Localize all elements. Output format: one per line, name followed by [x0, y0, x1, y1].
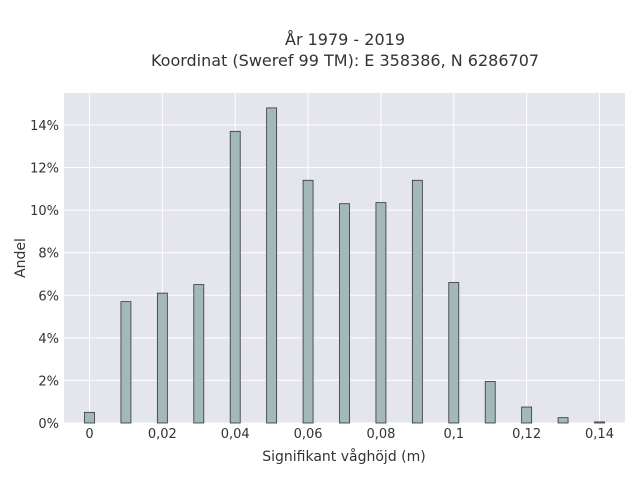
- y-tick-label-5: 10%: [30, 204, 59, 219]
- y-axis-label: Andel: [13, 238, 29, 278]
- x-axis-label: Signifikant våghöjd (m): [262, 448, 425, 465]
- x-tick-label-7: 0,14: [585, 427, 614, 442]
- bar-11: [484, 381, 496, 424]
- y-tick-label-0: 0%: [38, 417, 59, 432]
- x-tick-label-5: 0,1: [443, 427, 464, 442]
- x-tick-labels: 0 0,02 0,04 0,06 0,08 0,1 0,12 0,14: [85, 427, 614, 442]
- bar-7: [339, 203, 350, 424]
- y-tick-labels: 0% 2% 4% 6% 8% 10% 12% 14%: [30, 119, 59, 432]
- bar-12: [521, 406, 533, 424]
- bar-13: [557, 417, 569, 424]
- y-tick-label-2: 4%: [38, 332, 59, 347]
- y-tick-label-1: 2%: [38, 374, 59, 389]
- bar-4: [229, 130, 241, 424]
- bar-2: [156, 292, 168, 424]
- x-tick-label-0: 0: [85, 427, 93, 442]
- y-tick-label-7: 14%: [30, 119, 59, 134]
- bar-0: [84, 411, 95, 424]
- bar-9: [411, 179, 423, 424]
- bar-1: [120, 301, 132, 424]
- x-tick-label-6: 0,12: [512, 427, 541, 442]
- chart-title-line1: År 1979 - 2019: [285, 30, 405, 49]
- bar-14: [594, 421, 605, 424]
- bar-8: [375, 202, 387, 424]
- bar-6: [302, 179, 314, 424]
- bars: [84, 107, 605, 424]
- bar-5: [266, 107, 278, 424]
- x-tick-label-4: 0,08: [366, 427, 395, 442]
- chart-title-line2: Koordinat (Sweref 99 TM): E 358386, N 62…: [151, 51, 539, 70]
- x-tick-label-2: 0,04: [221, 427, 250, 442]
- bar-10: [448, 282, 460, 424]
- x-tick-label-1: 0,02: [148, 427, 177, 442]
- y-tick-label-3: 6%: [38, 289, 59, 304]
- y-tick-label-6: 12%: [30, 162, 59, 177]
- y-tick-label-4: 8%: [38, 247, 59, 262]
- bar-3: [193, 284, 205, 424]
- x-tick-label-3: 0,06: [294, 427, 323, 442]
